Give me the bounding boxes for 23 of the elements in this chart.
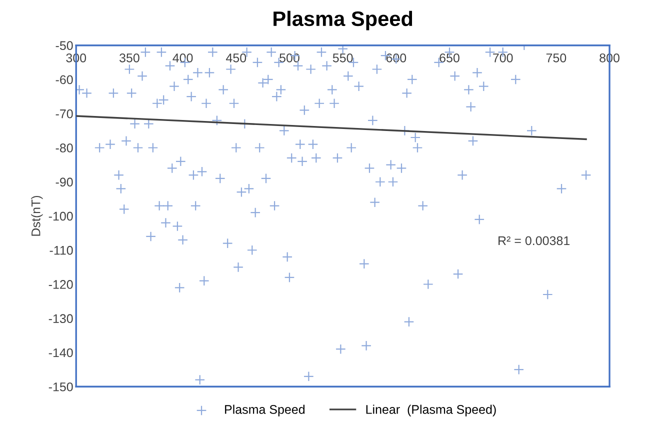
x-tick-label: 550 [332,53,353,62]
annotation: R² = 0.00381 [498,236,570,246]
y-tick-label: -150 [48,382,73,392]
chart-title: Plasma Speed [274,10,412,30]
y-tick-label: -50 [56,41,73,50]
legend-label: Plasma Speed [225,404,305,416]
y-tick-label: -70 [56,109,73,118]
y-tick-label: -80 [56,144,73,152]
x-tick-label: 350 [120,53,140,62]
x-tick-label: 700 [493,53,513,62]
y-tick-label: -110 [50,246,73,255]
legend-label: Linear (Plasma Speed) [366,404,496,416]
y-tick-label: -60 [56,75,73,84]
x-tick-label: 650 [440,53,460,62]
y-tick-label: -140 [48,348,73,358]
x-tick-label: 450 [226,53,246,62]
y-tick-label: -100 [48,212,73,221]
y-tick-label: -90 [56,178,73,187]
y-tick-label: -130 [48,314,73,324]
y-axis-title: Dst(nT) [31,196,43,236]
x-tick-label: 400 [172,53,193,62]
x-tick-label: 750 [546,53,566,62]
y-tick-label: -120 [48,280,73,289]
